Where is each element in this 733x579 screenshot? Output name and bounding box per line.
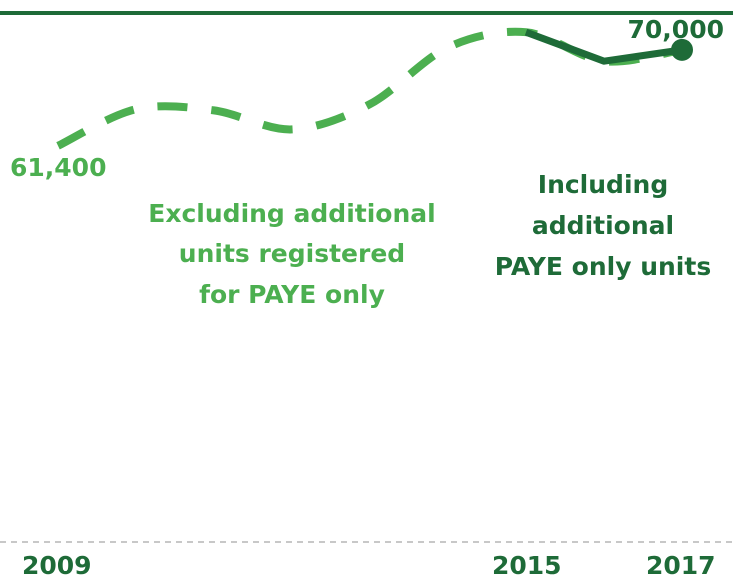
including-annotation-line-3: PAYE only units: [495, 252, 711, 281]
x-axis-ticks: 2009 2015 2017: [22, 551, 716, 579]
dashed-series-line: [56, 27, 683, 150]
excluding-annotation-line-1: Excluding additional: [148, 199, 435, 228]
including-annotation-line-2: additional: [532, 211, 674, 240]
x-tick-2017: 2017: [646, 551, 716, 579]
excluding-annotation: Excluding additional units registered fo…: [148, 199, 435, 309]
start-value-label: 61,400: [10, 153, 106, 182]
series-layer: [56, 27, 693, 150]
x-tick-2009: 2009: [22, 551, 92, 579]
including-annotation-line-1: Including: [538, 170, 668, 199]
series-end-point: [671, 38, 693, 61]
excluding-annotation-line-2: units registered: [179, 239, 405, 268]
including-annotation: Including additional PAYE only units: [495, 170, 711, 281]
end-value-label: 70,000: [628, 15, 724, 44]
x-tick-2015: 2015: [492, 551, 562, 579]
solid-series-line: [524, 28, 683, 65]
excluding-annotation-line-3: for PAYE only: [199, 280, 385, 309]
